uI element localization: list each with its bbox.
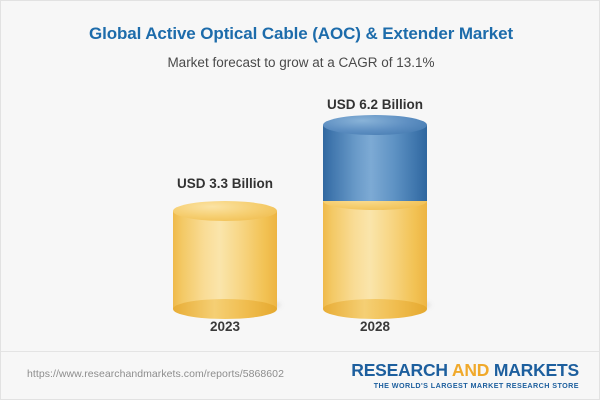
bar-category-label-2028: 2028 [359,319,391,334]
chart-plot-area: USD 3.3 Billion 2023 USD 6.2 Billion 202… [1,1,599,353]
bar-bottom-cap-2023 [173,299,277,319]
bar-body-2028-base [323,201,427,309]
chart-header: Global Active Optical Cable (AOC) & Exte… [1,1,599,72]
bar-bottom-cap-2028 [323,299,427,319]
bar-body-2023 [173,211,277,309]
chart-subtitle: Market forecast to grow at a CAGR of 13.… [167,55,435,70]
bar-value-label-2028: USD 6.2 Billion [326,97,424,112]
logo-tagline: THE WORLD'S LARGEST MARKET RESEARCH STOR… [373,381,579,390]
report-url[interactable]: https://www.researchandmarkets.com/repor… [27,368,284,380]
bar-top-cap-2028 [323,115,427,135]
research-and-markets-logo[interactable]: RESEARCH AND MARKETS THE WORLD'S LARGEST… [351,360,579,391]
bar-top-cap-2023 [173,201,277,221]
bar-category-label-2023: 2023 [209,319,241,334]
bar-body-2028-growth [323,125,427,201]
bar-cylinder-2023[interactable] [173,201,277,319]
logo-word-markets: MARKETS [489,360,579,380]
logo-word-and: AND [451,360,490,380]
page-title: Global Active Optical Cable (AOC) & Exte… [88,24,514,43]
logo-word-research: RESEARCH [351,360,452,380]
bar-value-label-2023: USD 3.3 Billion [176,176,274,191]
bar-cylinder-2028-growth[interactable] [323,115,427,201]
logo-wordmark: RESEARCH AND MARKETS [351,360,579,380]
footer: https://www.researchandmarkets.com/repor… [1,351,599,399]
bar-cylinder-2028-base[interactable] [323,192,427,319]
